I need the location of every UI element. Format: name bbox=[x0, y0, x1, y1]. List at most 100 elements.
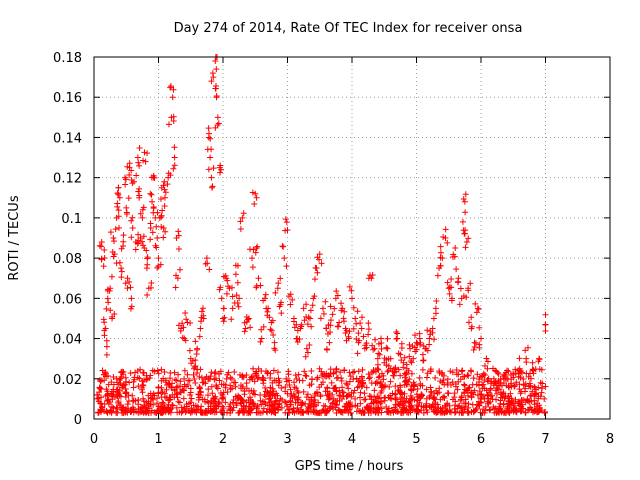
data-point bbox=[464, 408, 471, 415]
data-point bbox=[208, 78, 215, 85]
data-point bbox=[209, 183, 216, 190]
data-point bbox=[277, 275, 284, 282]
data-point bbox=[522, 380, 529, 387]
data-point bbox=[473, 401, 480, 408]
data-point bbox=[132, 246, 139, 253]
data-point bbox=[149, 198, 156, 205]
data-point bbox=[372, 397, 379, 404]
data-point bbox=[213, 66, 220, 73]
data-point bbox=[322, 388, 329, 395]
data-point bbox=[453, 366, 460, 373]
data-point bbox=[187, 389, 194, 396]
data-point bbox=[343, 380, 350, 387]
data-point bbox=[122, 181, 129, 188]
data-point bbox=[462, 386, 469, 393]
data-point bbox=[217, 284, 224, 291]
data-point bbox=[224, 277, 231, 284]
data-point bbox=[431, 395, 438, 402]
data-point bbox=[212, 85, 219, 92]
data-point bbox=[462, 191, 469, 198]
data-point bbox=[441, 395, 448, 402]
y-tick-label: 0.04 bbox=[53, 333, 82, 348]
data-point bbox=[314, 388, 321, 395]
data-point bbox=[173, 272, 180, 279]
data-point bbox=[324, 392, 331, 399]
data-point bbox=[115, 381, 122, 388]
data-point bbox=[315, 399, 322, 406]
data-point bbox=[527, 392, 534, 399]
data-point bbox=[267, 326, 274, 333]
data-point bbox=[234, 279, 241, 286]
data-point bbox=[475, 382, 482, 389]
data-point bbox=[460, 195, 467, 202]
data-point bbox=[100, 371, 107, 378]
data-point bbox=[217, 162, 224, 169]
data-point bbox=[419, 351, 426, 358]
data-point bbox=[477, 399, 484, 406]
data-point bbox=[302, 353, 309, 360]
data-point bbox=[104, 398, 111, 405]
data-point bbox=[496, 406, 503, 413]
data-point bbox=[161, 390, 168, 397]
data-point bbox=[126, 172, 133, 179]
data-point bbox=[193, 351, 200, 358]
data-point bbox=[123, 378, 130, 385]
data-point bbox=[531, 408, 538, 415]
data-point bbox=[400, 364, 407, 371]
data-point bbox=[370, 346, 377, 353]
data-point bbox=[318, 260, 325, 267]
data-point bbox=[209, 408, 216, 415]
data-point bbox=[141, 404, 148, 411]
data-point bbox=[378, 409, 385, 416]
data-point bbox=[181, 381, 188, 388]
data-point bbox=[254, 243, 261, 250]
data-point bbox=[433, 407, 440, 414]
data-point bbox=[122, 408, 129, 415]
data-point bbox=[450, 251, 457, 258]
data-point bbox=[221, 314, 228, 321]
data-point bbox=[316, 251, 323, 258]
data-point bbox=[295, 399, 302, 406]
data-point bbox=[154, 400, 161, 407]
data-point bbox=[308, 408, 315, 415]
data-point bbox=[170, 86, 177, 93]
data-point bbox=[141, 377, 148, 384]
data-point bbox=[420, 404, 427, 411]
data-point bbox=[407, 358, 414, 365]
data-point bbox=[447, 368, 454, 375]
data-point bbox=[327, 329, 334, 336]
data-point bbox=[366, 375, 373, 382]
data-point bbox=[217, 169, 224, 176]
data-point bbox=[351, 368, 358, 375]
data-point bbox=[374, 361, 381, 368]
data-point bbox=[98, 377, 105, 384]
data-point bbox=[133, 172, 140, 179]
data-point bbox=[110, 374, 117, 381]
data-point bbox=[161, 194, 168, 201]
data-point bbox=[462, 209, 469, 216]
data-point bbox=[323, 346, 330, 353]
data-point bbox=[455, 378, 462, 385]
data-point bbox=[248, 374, 255, 381]
data-point bbox=[96, 242, 103, 249]
data-point bbox=[124, 285, 131, 292]
data-point bbox=[228, 284, 235, 291]
data-point bbox=[213, 383, 220, 390]
data-point bbox=[339, 389, 346, 396]
data-point bbox=[530, 367, 537, 374]
data-point bbox=[167, 396, 174, 403]
data-point bbox=[257, 282, 264, 289]
data-point bbox=[535, 395, 542, 402]
data-point bbox=[365, 275, 372, 282]
data-point bbox=[124, 275, 131, 282]
data-point bbox=[158, 377, 165, 384]
data-point bbox=[203, 255, 210, 262]
data-point bbox=[424, 327, 431, 334]
data-point bbox=[446, 290, 453, 297]
data-point bbox=[355, 330, 362, 337]
data-point bbox=[472, 340, 479, 347]
data-point bbox=[167, 84, 174, 91]
data-point bbox=[529, 367, 536, 374]
data-point bbox=[432, 374, 439, 381]
data-point bbox=[108, 273, 115, 280]
